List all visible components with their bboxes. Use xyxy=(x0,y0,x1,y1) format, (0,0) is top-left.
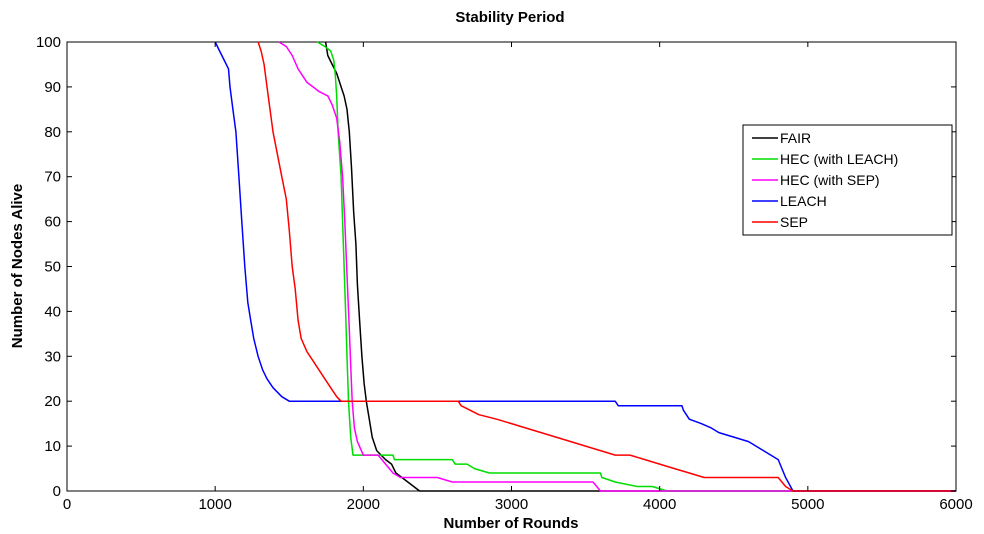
series-line-sep xyxy=(257,41,956,492)
legend-entry: SEP xyxy=(752,214,808,230)
legend-label: HEC (with LEACH) xyxy=(780,151,898,167)
plot-area xyxy=(66,41,957,492)
legend-label: SEP xyxy=(780,214,808,230)
tick-layer: 0 1000 2000 3000 4000 5000 6000 0 10 20 30 40 50 60 70… xyxy=(36,34,973,513)
y-tick-label: 20 xyxy=(44,393,61,410)
y-tick-label: 50 xyxy=(44,259,61,276)
y-tick-label: 70 xyxy=(44,169,61,186)
series-layer xyxy=(214,41,956,492)
x-axis-label: Number of Rounds xyxy=(444,515,579,532)
legend-entry: HEC (with SEP) xyxy=(752,172,880,188)
legend-label: FAIR xyxy=(780,130,811,146)
series-line-hec-with-sep xyxy=(278,41,956,492)
legend-entry: HEC (with LEACH) xyxy=(752,151,898,167)
y-axis-label: Number of Nodes Alive xyxy=(9,184,26,348)
x-tick-label: 3000 xyxy=(495,496,528,513)
y-tick-label: 100 xyxy=(36,34,61,51)
series-line-fair xyxy=(324,41,956,492)
x-tick-label: 4000 xyxy=(643,496,676,513)
x-tick-label: 2000 xyxy=(347,496,380,513)
y-tick-label: 0 xyxy=(53,483,61,500)
legend-label: LEACH xyxy=(780,193,827,209)
y-tick-label: 30 xyxy=(44,348,61,365)
series-line-leach xyxy=(214,41,956,492)
y-tick-label: 90 xyxy=(44,79,61,96)
x-tick-label: 0 xyxy=(63,496,71,513)
x-tick-label: 1000 xyxy=(198,496,231,513)
y-tick-label: 60 xyxy=(44,214,61,231)
chart-title: Stability Period xyxy=(455,9,564,26)
legend: FAIR HEC (with LEACH) HEC (with SEP) LEACH S… xyxy=(742,124,953,236)
series-line-hec-with-leach xyxy=(317,41,956,492)
y-tick-label: 10 xyxy=(44,438,61,455)
legend-label: HEC (with SEP) xyxy=(780,172,880,188)
legend-entry: LEACH xyxy=(752,193,827,209)
legend-entry: FAIR xyxy=(752,130,811,146)
x-tick-label: 5000 xyxy=(791,496,824,513)
y-tick-label: 80 xyxy=(44,124,61,141)
x-tick-label: 6000 xyxy=(939,496,972,513)
y-tick-label: 40 xyxy=(44,303,61,320)
